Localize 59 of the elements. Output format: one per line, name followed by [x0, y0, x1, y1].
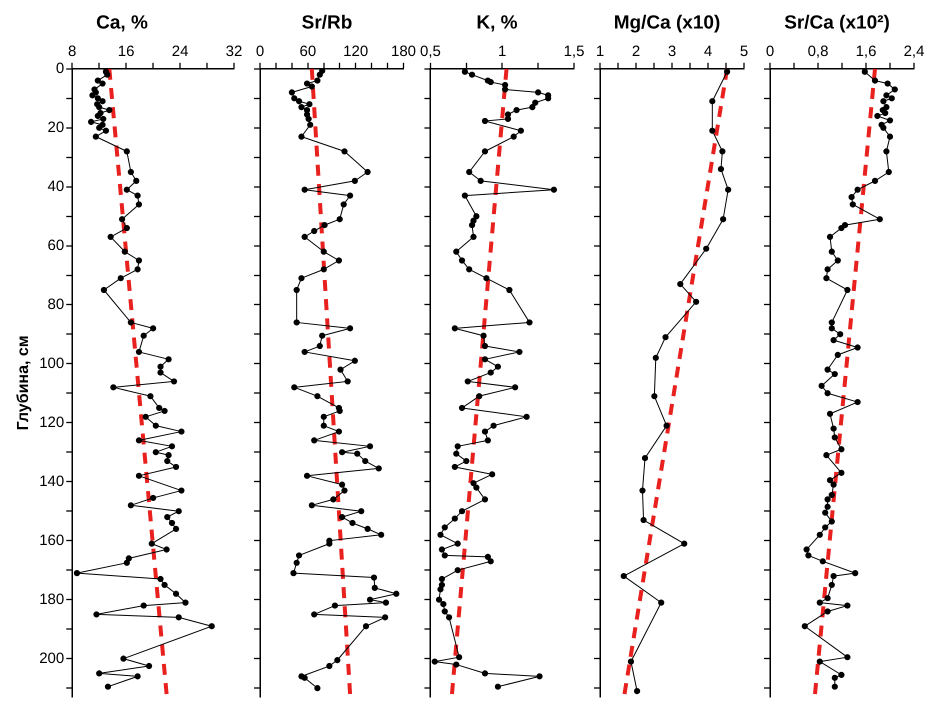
point	[620, 572, 627, 580]
point	[718, 166, 724, 172]
y-tick-label: 20	[48, 118, 64, 136]
x-tick-label: 0	[766, 42, 774, 60]
y-tick-label: 160	[39, 532, 64, 549]
y-tick-label: 0	[56, 60, 64, 77]
point	[651, 393, 658, 400]
x-tick-label: 24	[172, 42, 188, 60]
point	[720, 216, 726, 222]
point	[724, 68, 730, 75]
y-tick-label: 60	[48, 236, 64, 254]
chart-title: Sr/Rb	[302, 12, 352, 34]
point	[664, 422, 670, 429]
chart-title: Sr/Ca (x10²)	[784, 12, 890, 34]
x-tick-label: 1,6	[856, 42, 876, 60]
x-tick-label: 1	[596, 42, 604, 60]
point	[693, 298, 700, 305]
x-tick-label: 2	[632, 42, 640, 60]
point	[677, 281, 684, 288]
y-tick-label: 120	[39, 414, 64, 431]
y-tick-label: 140	[39, 472, 64, 490]
x-tick-label: 5	[740, 42, 748, 60]
point	[658, 600, 664, 606]
x-tick-label: 32	[226, 42, 242, 60]
x-tick-label: 16	[118, 42, 134, 60]
point	[709, 98, 716, 104]
chart-title: Ca, %	[96, 12, 148, 34]
point	[639, 487, 646, 494]
x-tick-label: 4	[704, 42, 712, 60]
y-axis-title: Глубина, см	[15, 335, 32, 430]
point	[725, 186, 732, 193]
point	[640, 516, 647, 524]
x-tick-label: 180	[390, 42, 416, 60]
point	[634, 688, 640, 694]
point	[662, 334, 669, 340]
point	[709, 128, 716, 134]
y-tick-label: 200	[39, 650, 64, 667]
x-tick-label: 60	[299, 42, 316, 60]
x-tick-label: 8	[68, 42, 76, 60]
x-tick-label: 1	[498, 42, 506, 60]
point	[681, 540, 688, 547]
point	[628, 658, 634, 665]
point	[703, 246, 710, 252]
y-tick-label: 80	[48, 296, 64, 313]
point	[652, 354, 659, 361]
y-tick-label: 100	[39, 354, 64, 372]
y-tick-label: 180	[39, 590, 64, 608]
x-tick-label: 0,8	[808, 42, 828, 60]
x-tick-label: 0,5	[420, 42, 441, 60]
chart-title: Mg/Ca (x10)	[614, 12, 720, 34]
x-tick-label: 3	[668, 42, 676, 60]
x-tick-label: 2,4	[904, 42, 924, 60]
point	[642, 455, 648, 462]
y-tick-label: 40	[48, 178, 64, 195]
point	[719, 148, 726, 154]
x-tick-label: 120	[343, 42, 368, 60]
x-tick-label: 0	[256, 42, 264, 60]
chart-title: K, %	[476, 12, 518, 34]
x-tick-label: 1,5	[564, 42, 584, 60]
